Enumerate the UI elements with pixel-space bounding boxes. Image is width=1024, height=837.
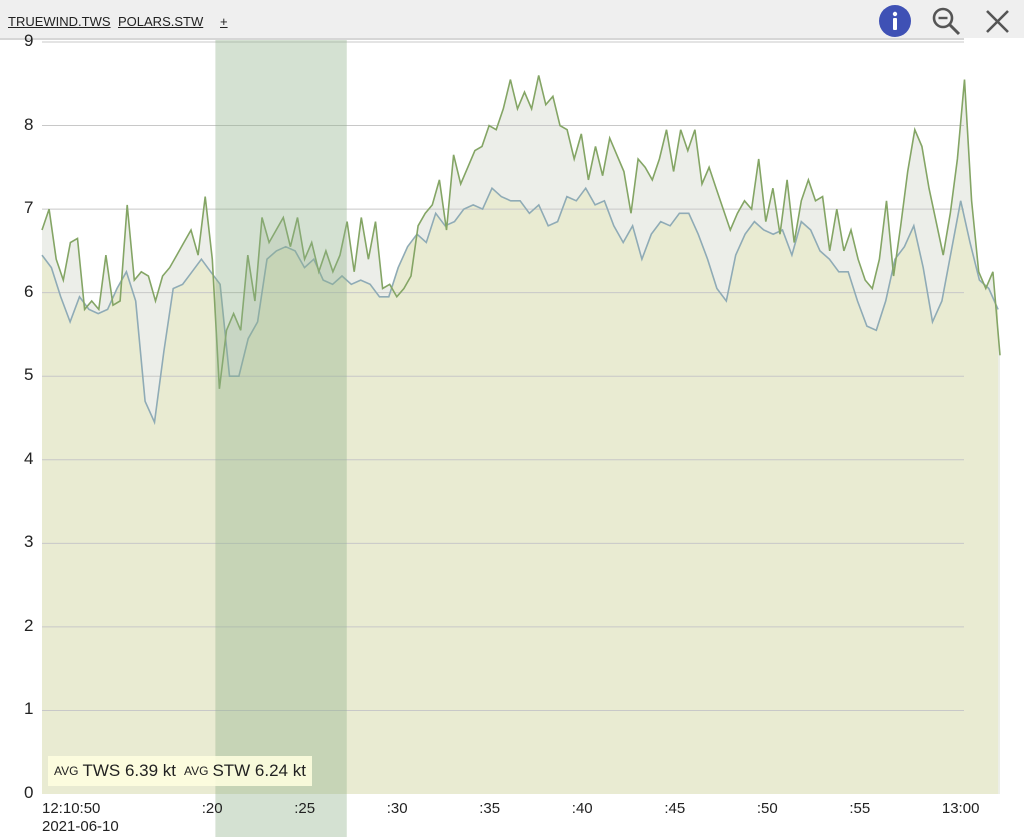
- avg-stw-value: STW 6.24 kt: [212, 761, 306, 780]
- series-link-tws[interactable]: TRUEWIND.TWS: [8, 14, 111, 29]
- x-tick-label: :50: [756, 800, 778, 817]
- x-tick-label: :20: [201, 800, 223, 817]
- y-tick-label: 0: [24, 783, 34, 802]
- series-link-stw[interactable]: POLARS.STW: [118, 14, 204, 29]
- zoom-out-icon[interactable]: [929, 4, 963, 38]
- highlight-range: [215, 0, 347, 837]
- avg-tws-prefix: AVG: [54, 764, 79, 778]
- average-summary: AVG TWS 6.39 kt AVG STW 6.24 kt: [48, 756, 312, 786]
- x-tick-label: 13:00: [941, 800, 980, 817]
- x-tick-label: :55: [849, 800, 871, 817]
- chart-toolbar: TRUEWIND.TWS POLARS.STW +: [0, 0, 964, 40]
- x-tick-label: :45: [664, 800, 686, 817]
- x-tick-label: :40: [571, 800, 593, 817]
- tws-line: [41, 75, 1001, 389]
- stw-line: [41, 186, 999, 426]
- stw-area: [42, 188, 999, 794]
- x-tick-label: :25: [294, 800, 316, 817]
- y-tick-label: 7: [24, 198, 34, 218]
- y-tick-label: 3: [24, 532, 34, 552]
- x-tick-label: 12:10:50: [42, 800, 101, 817]
- x-date-label: 2021-06-10: [42, 818, 119, 835]
- info-icon[interactable]: [878, 4, 912, 38]
- y-tick-label: 6: [24, 281, 34, 301]
- avg-stw-prefix: AVG: [183, 764, 209, 778]
- x-tick-label: :30: [386, 800, 408, 817]
- y-tick-label: 9: [24, 31, 34, 50]
- add-series-button[interactable]: +: [220, 14, 228, 29]
- x-tick-label: :35: [479, 800, 501, 817]
- avg-tws-value: TWS 6.39 kt: [82, 761, 176, 780]
- y-tick-label: 4: [24, 448, 34, 468]
- y-tick-label: 1: [24, 699, 34, 719]
- y-tick-label: 8: [24, 114, 34, 134]
- y-tick-label: 2: [24, 615, 34, 635]
- y-tick-label: 5: [24, 365, 34, 385]
- close-icon[interactable]: [980, 4, 1014, 38]
